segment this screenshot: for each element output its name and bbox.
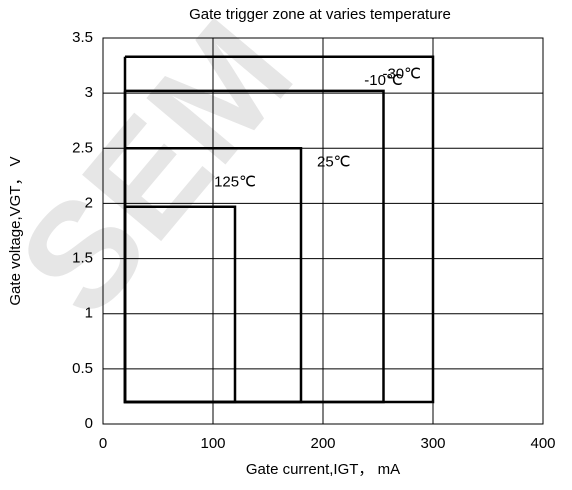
- chart-title: Gate trigger zone at varies temperature: [189, 6, 451, 23]
- zone-line: [123, 205, 237, 404]
- y-tick-label: 1: [85, 305, 93, 322]
- x-tick-label: 200: [310, 435, 335, 452]
- x-tick-label: 100: [200, 435, 225, 452]
- zone-label: -10℃: [364, 72, 403, 89]
- y-tick-label: 3.5: [72, 29, 93, 46]
- y-tick-label: 2: [85, 194, 93, 211]
- zone-label: 25℃: [317, 153, 351, 170]
- y-tick-label: 3: [85, 84, 93, 101]
- zone-label: -30℃: [382, 66, 421, 83]
- y-tick-label: 2.5: [72, 139, 93, 156]
- x-axis-label: Gate current,IGT， mA: [246, 461, 400, 478]
- y-tick-label: 1.5: [72, 250, 93, 267]
- x-tick-label: 300: [420, 435, 445, 452]
- y-tick-label: 0.5: [72, 360, 93, 377]
- y-axis-label: Gate voltage,VGT， V: [7, 156, 24, 305]
- y-tick-label: 0: [85, 415, 93, 432]
- watermark: SEM: [0, 0, 324, 346]
- zone-label: 125℃: [214, 174, 256, 191]
- x-tick-label: 400: [530, 435, 555, 452]
- x-tick-label: 0: [99, 435, 107, 452]
- plot-frame: [102, 37, 544, 425]
